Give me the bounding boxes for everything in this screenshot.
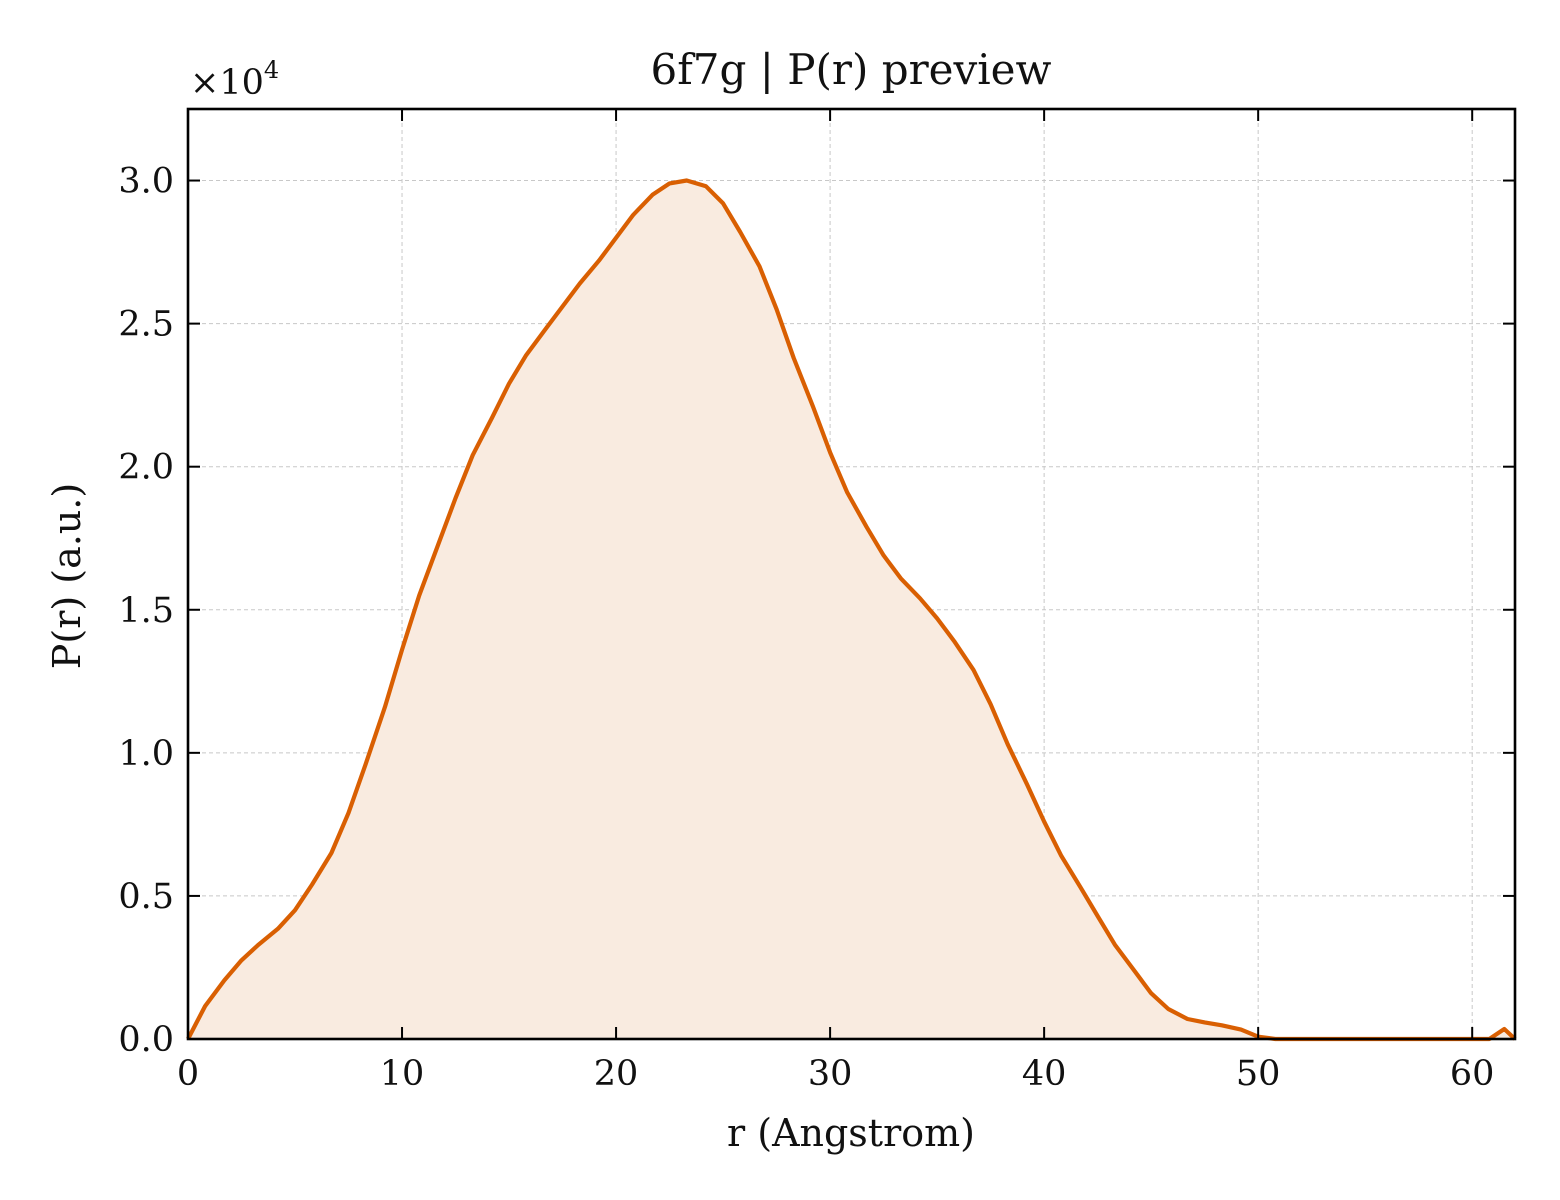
y-offset-label: ×104 bbox=[190, 56, 279, 103]
y-offset-exponent: 4 bbox=[264, 56, 279, 84]
y-tick-label: 2.5 bbox=[118, 305, 174, 345]
x-axis-label: r (Angstrom) bbox=[727, 1111, 975, 1155]
y-offset-base: ×10 bbox=[190, 63, 264, 103]
chart-title: 6f7g | P(r) preview bbox=[651, 45, 1052, 94]
x-tick-label: 50 bbox=[1236, 1054, 1281, 1094]
y-tick-label: 0.0 bbox=[118, 1020, 174, 1060]
y-axis-label: P(r) (a.u.) bbox=[45, 483, 89, 669]
y-tick-label: 3.0 bbox=[118, 162, 174, 202]
y-tick-label: 0.5 bbox=[118, 877, 174, 917]
x-tick-label: 10 bbox=[380, 1054, 425, 1094]
x-tick-label: 60 bbox=[1450, 1054, 1495, 1094]
y-tick-label: 1.0 bbox=[118, 734, 174, 774]
x-tick-label: 40 bbox=[1022, 1054, 1067, 1094]
plot-frame bbox=[186, 107, 1517, 1041]
x-tick-label: 20 bbox=[594, 1054, 639, 1094]
x-tick-label: 30 bbox=[808, 1054, 853, 1094]
axis-ticks: 0 10 20 30 40 50 60 0.0 0.5 1.0 1.5 2.0 2.5 3.0 bbox=[118, 109, 1515, 1094]
x-tick-label: 0 bbox=[177, 1054, 199, 1094]
y-tick-label: 2.0 bbox=[118, 448, 174, 488]
y-tick-label: 1.5 bbox=[118, 591, 174, 631]
area-fill bbox=[188, 180, 1515, 1039]
